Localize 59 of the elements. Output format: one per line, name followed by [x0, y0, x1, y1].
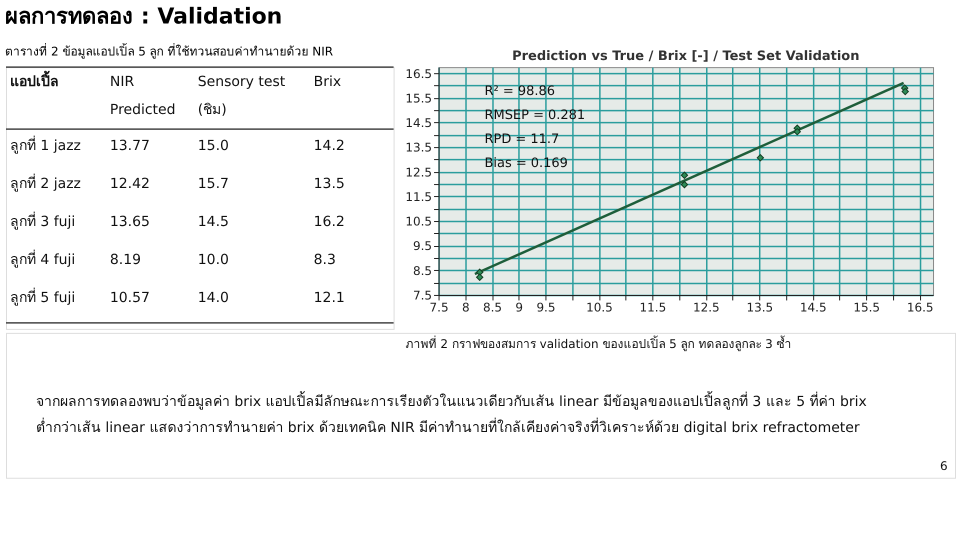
y-tick-label: 15.5	[405, 91, 432, 106]
point	[680, 172, 688, 179]
text: ผลการทดลอง : Validation	[5, 4, 282, 30]
text: ลูกที่ 5 fuji	[10, 288, 76, 306]
point	[476, 274, 484, 281]
point	[680, 180, 688, 188]
text: 13.77	[110, 138, 150, 154]
text: 14.2	[314, 138, 345, 154]
text: ต่ำกว่าเส้น linear แสดงว่าการทำนายค่า brix ด้วยเทคนิค NIR มีค่าทำนายที่ใกล้เคียงค่าจริงที่วิเคราะห์ด้วย digital brix refractometer	[36, 418, 860, 436]
text: 12.1	[314, 290, 345, 306]
text: ภาพที่ 2 กราฟของสมการ validation ของแอปเปิ้ล 5 ลูก ทดลองลูกละ 3 ซ้ำ	[406, 334, 792, 352]
y-tick-label: 8.5	[413, 264, 432, 278]
x-tick-label: 14.5	[800, 300, 827, 314]
x-tick-label: 11.5	[640, 300, 666, 314]
text: ตารางที่ 2 ข้อมูลแอปเปิ้ล 5 ลูก ที่ใช้ทวนสอบค่าทำนายด้วย NIR	[5, 42, 334, 60]
text: 8.3	[314, 252, 336, 268]
text: ลูกที่ 3 fuji	[10, 212, 76, 230]
y-tick-label: 13.5	[405, 140, 432, 155]
text: 8.19	[110, 252, 141, 268]
text: Brix	[314, 74, 342, 90]
text: 15.7	[198, 176, 229, 192]
text: ลูกที่ 2 jazz	[10, 174, 81, 192]
point	[902, 88, 909, 96]
y-tick-label: 14.5	[405, 116, 432, 130]
text: 6	[940, 458, 948, 473]
text: 13.65	[110, 214, 150, 230]
y-tick-label: 16.5	[405, 66, 432, 81]
point	[756, 154, 764, 162]
text: 15.0	[198, 138, 229, 154]
y-tick-label: 12.5	[405, 165, 432, 180]
chart-title: Prediction vs True / Brix [-] / Test Set Validation	[512, 49, 860, 64]
x-tick-label: 9.5	[536, 300, 556, 314]
text: 16.2	[314, 214, 345, 230]
y-tick-label: 7.5	[413, 288, 432, 302]
text: จากผลการทดลองพบว่าข้อมูลค่า brix แอปเปิ้ลมีลักษณะการเรียงตัวในแนวเดียวกับเส้น linear มีข้อมูลของแอปเปิ้ลลูกที่ 3 และ 5 ที่ค่า brix	[36, 390, 867, 410]
text: แอปเปิ้ล	[10, 70, 59, 90]
text: 13.5	[314, 176, 345, 192]
x-tick-label: 10.5	[586, 300, 613, 314]
x-tick-label: 7.5	[430, 300, 449, 314]
x-tick-label: 13.5	[746, 300, 774, 314]
text: 10.0	[198, 252, 229, 268]
y-tick-label: 10.5	[405, 214, 432, 229]
text: 10.57	[110, 290, 150, 306]
text: 14.5	[198, 214, 229, 230]
text: 12.42	[110, 176, 150, 192]
x-tick-label: 16.5	[906, 300, 934, 314]
x-tick-label: 8.5	[482, 300, 502, 314]
y-tick-label: 9.5	[413, 239, 432, 254]
y-tick-label: 11.5	[405, 190, 432, 204]
text: ลูกที่ 1 jazz	[10, 136, 81, 154]
x-tick-label: 15.5	[853, 300, 880, 314]
text: NIR Predicted	[110, 74, 176, 118]
text: Sensory test (ชิม)	[198, 74, 286, 118]
point	[794, 128, 801, 136]
x-tick-label: 12.5	[693, 300, 720, 314]
x-tick-label: 8	[462, 300, 470, 314]
text: 14.0	[198, 290, 229, 306]
x-tick-label: 9	[515, 300, 524, 314]
text: ลูกที่ 4 fuji	[10, 250, 76, 268]
